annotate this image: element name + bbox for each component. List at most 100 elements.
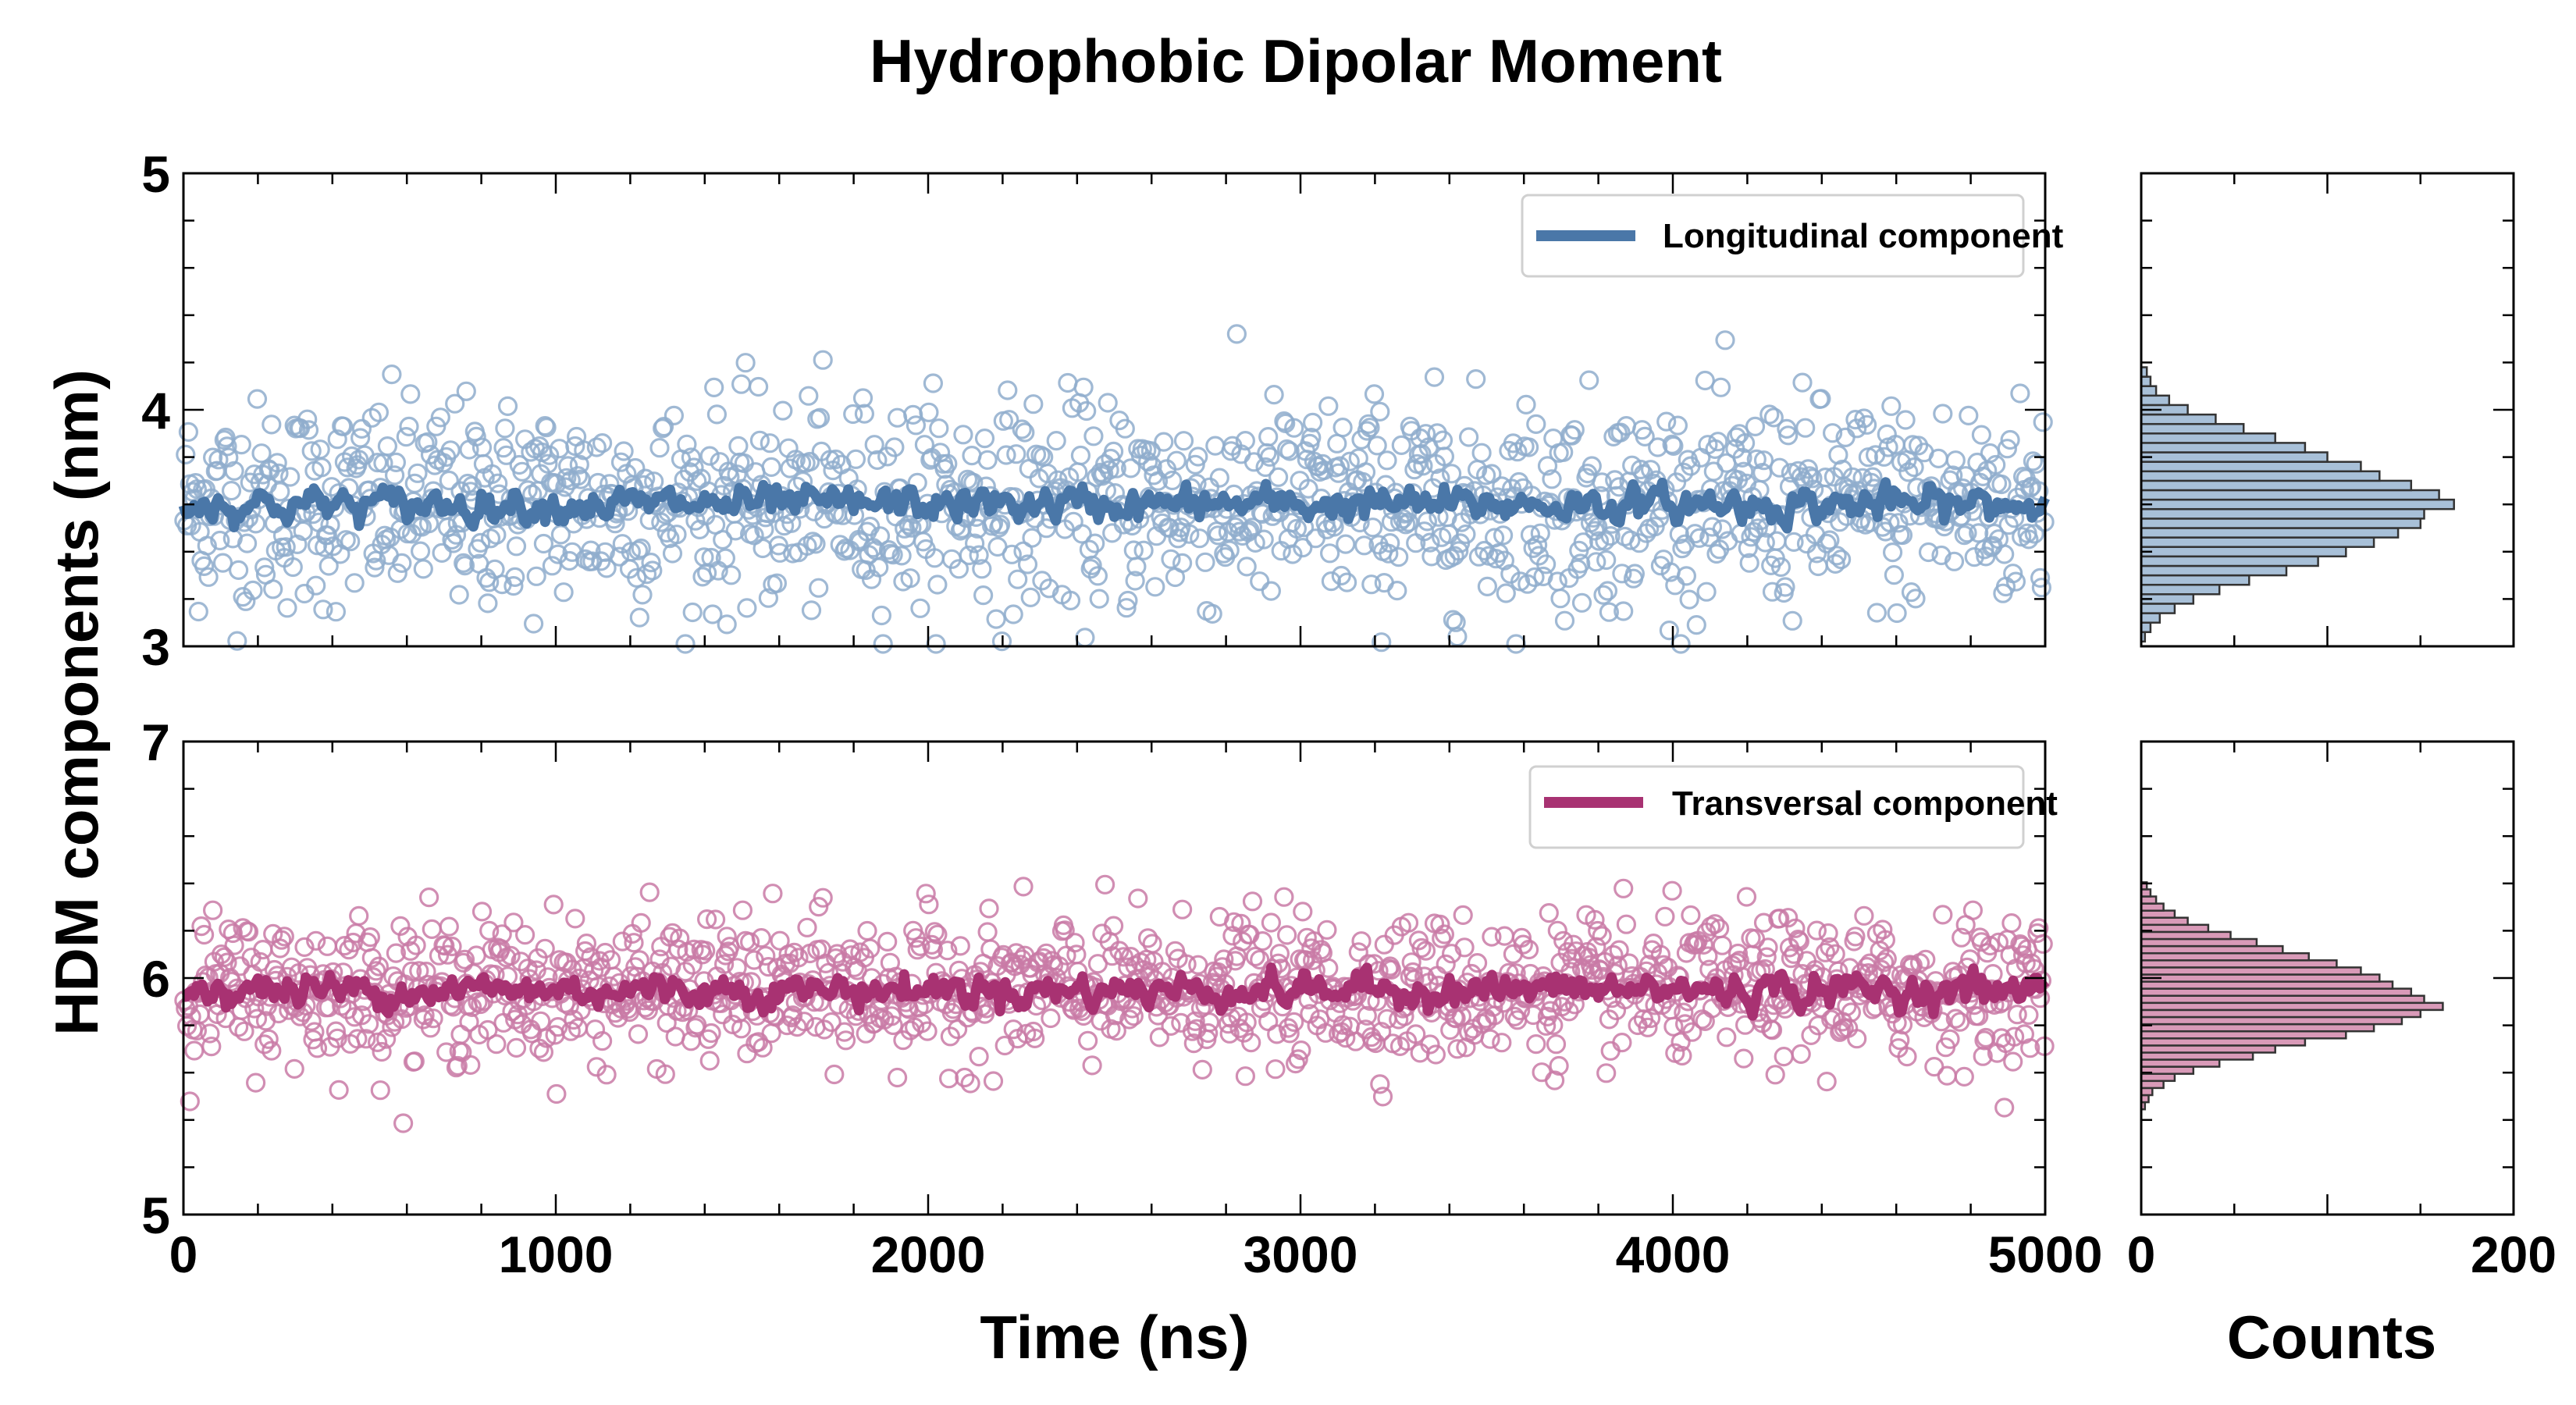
- longitudinal-data-point: [1329, 456, 1350, 476]
- longitudinal-data-point: [977, 450, 998, 470]
- transversal-data-point: [478, 1019, 498, 1040]
- longitudinal-data-point: [1792, 372, 1813, 393]
- longitudinal-data-point: [1530, 523, 1550, 543]
- transversal-data-point: [459, 1012, 479, 1032]
- longitudinal-data-point: [1281, 513, 1301, 533]
- longitudinal-data-point: [2030, 567, 2051, 589]
- transversal-data-point: [1406, 1024, 1426, 1044]
- longitudinal-data-point: [1424, 367, 1445, 387]
- longitudinal-data-point: [254, 557, 275, 578]
- longitudinal-data-point: [439, 470, 459, 491]
- transversal-data-point: [739, 932, 760, 952]
- transversal-data-point: [506, 1037, 527, 1058]
- longitudinal-data-point: [229, 560, 249, 581]
- transversal-data-point: [1233, 1023, 1254, 1043]
- transversal-data-point: [624, 933, 644, 953]
- transversal-histogram-bar: [2140, 1030, 2347, 1040]
- transversal-data-point: [1937, 1065, 1957, 1086]
- longitudinal-data-point: [1986, 454, 2006, 475]
- transversal-data-point: [1788, 929, 1809, 950]
- longitudinal-data-point: [1520, 525, 1541, 545]
- longitudinal-data-point: [1319, 543, 1340, 564]
- transversal-data-point: [1712, 935, 1732, 955]
- longitudinal-y-tick-label: 3: [141, 618, 170, 676]
- transversal-data-point: [788, 948, 809, 968]
- longitudinal-data-point: [2005, 571, 2026, 592]
- transversal-data-point: [418, 887, 439, 908]
- transversal-data-point: [401, 961, 422, 981]
- transversal-data-point: [1258, 1011, 1279, 1032]
- longitudinal-data-point: [1162, 470, 1183, 491]
- longitudinal-data-point: [1327, 433, 1347, 454]
- transversal-data-point: [1467, 952, 1488, 973]
- longitudinal-data-point: [1696, 582, 1717, 602]
- longitudinal-data-point: [1795, 418, 1816, 438]
- longitudinal-data-point: [1527, 535, 1548, 555]
- longitudinal-data-point: [1799, 466, 1820, 486]
- longitudinal-histogram-bar: [2140, 583, 2221, 596]
- longitudinal-data-point: [1550, 589, 1571, 609]
- longitudinal-histogram-bar: [2140, 394, 2171, 407]
- transversal-data-point: [1638, 1017, 1658, 1037]
- transversal-data-point: [711, 993, 731, 1013]
- transversal-data-point: [1854, 905, 1874, 926]
- longitudinal-data-point: [1076, 400, 1097, 422]
- legend-longitudinal: Longitudinal component: [1521, 194, 2064, 278]
- transversal-data-point: [1662, 880, 1682, 901]
- chart-title: Hydrophobic Dipolar Moment: [870, 27, 1722, 95]
- longitudinal-data-point: [512, 461, 532, 482]
- longitudinal-data-point: [1734, 461, 1754, 482]
- longitudinal-data-point: [1759, 404, 1780, 425]
- longitudinal-data-point: [396, 426, 416, 447]
- transversal-data-point: [191, 916, 212, 937]
- transversal-histogram-bar: [2140, 916, 2189, 927]
- longitudinal-data-point: [635, 468, 656, 489]
- transversal-data-point: [983, 1071, 1004, 1091]
- longitudinal-data-point: [1336, 572, 1357, 592]
- transversal-data-point: [1962, 900, 1983, 920]
- transversal-data-point: [1006, 943, 1026, 963]
- transversal-data-point: [1142, 934, 1162, 954]
- longitudinal-data-point: [713, 529, 733, 550]
- longitudinal-data-point: [1994, 544, 2015, 564]
- transversal-histogram-bar: [2140, 1087, 2154, 1097]
- transversal-data-point: [1482, 927, 1502, 947]
- transversal-timeseries-panel: 5 6 7 0 1000 2000 3000 4000 5000: [141, 713, 2102, 1283]
- transversal-y-tick-label: 5: [141, 1186, 170, 1244]
- longitudinal-data-point: [1456, 524, 1476, 545]
- transversal-data-point: [422, 919, 442, 940]
- longitudinal-data-point: [233, 586, 253, 607]
- longitudinal-data-point: [1745, 416, 1766, 437]
- longitudinal-data-point: [1624, 564, 1645, 584]
- transversal-histogram-bar: [2140, 902, 2165, 912]
- longitudinal-data-point: [1827, 546, 1847, 566]
- transversal-data-point: [1274, 887, 1294, 907]
- transversal-data-point: [1540, 1001, 1560, 1021]
- longitudinal-data-point: [1496, 583, 1516, 603]
- longitudinal-data-point: [826, 449, 846, 470]
- transversal-data-point: [969, 1046, 989, 1067]
- transversal-data-point: [1774, 1046, 1794, 1067]
- transversal-data-point: [596, 1065, 617, 1085]
- transversal-data-point: [1351, 931, 1372, 951]
- longitudinal-data-point: [1441, 464, 1462, 484]
- longitudinal-data-point: [277, 598, 297, 618]
- longitudinal-data-point: [1166, 450, 1187, 471]
- transversal-data-point: [343, 932, 363, 953]
- transversal-data-point: [274, 927, 294, 947]
- transversal-data-point: [1526, 1033, 1546, 1055]
- longitudinal-data-point: [838, 468, 859, 489]
- longitudinal-data-point: [903, 404, 923, 425]
- longitudinal-histogram-bar: [2140, 461, 2362, 473]
- transversal-data-point: [1198, 1023, 1219, 1044]
- longitudinal-data-point: [1015, 422, 1035, 443]
- transversal-data-point: [1415, 941, 1436, 961]
- longitudinal-data-point: [1537, 456, 1558, 476]
- longitudinal-data-point: [1037, 464, 1058, 484]
- transversal-data-point: [910, 936, 930, 957]
- transversal-data-point: [1547, 920, 1567, 941]
- transversal-data-point: [450, 1024, 471, 1044]
- longitudinal-data-point: [1629, 533, 1649, 553]
- longitudinal-data-point: [1516, 394, 1536, 415]
- longitudinal-data-point: [1715, 330, 1735, 350]
